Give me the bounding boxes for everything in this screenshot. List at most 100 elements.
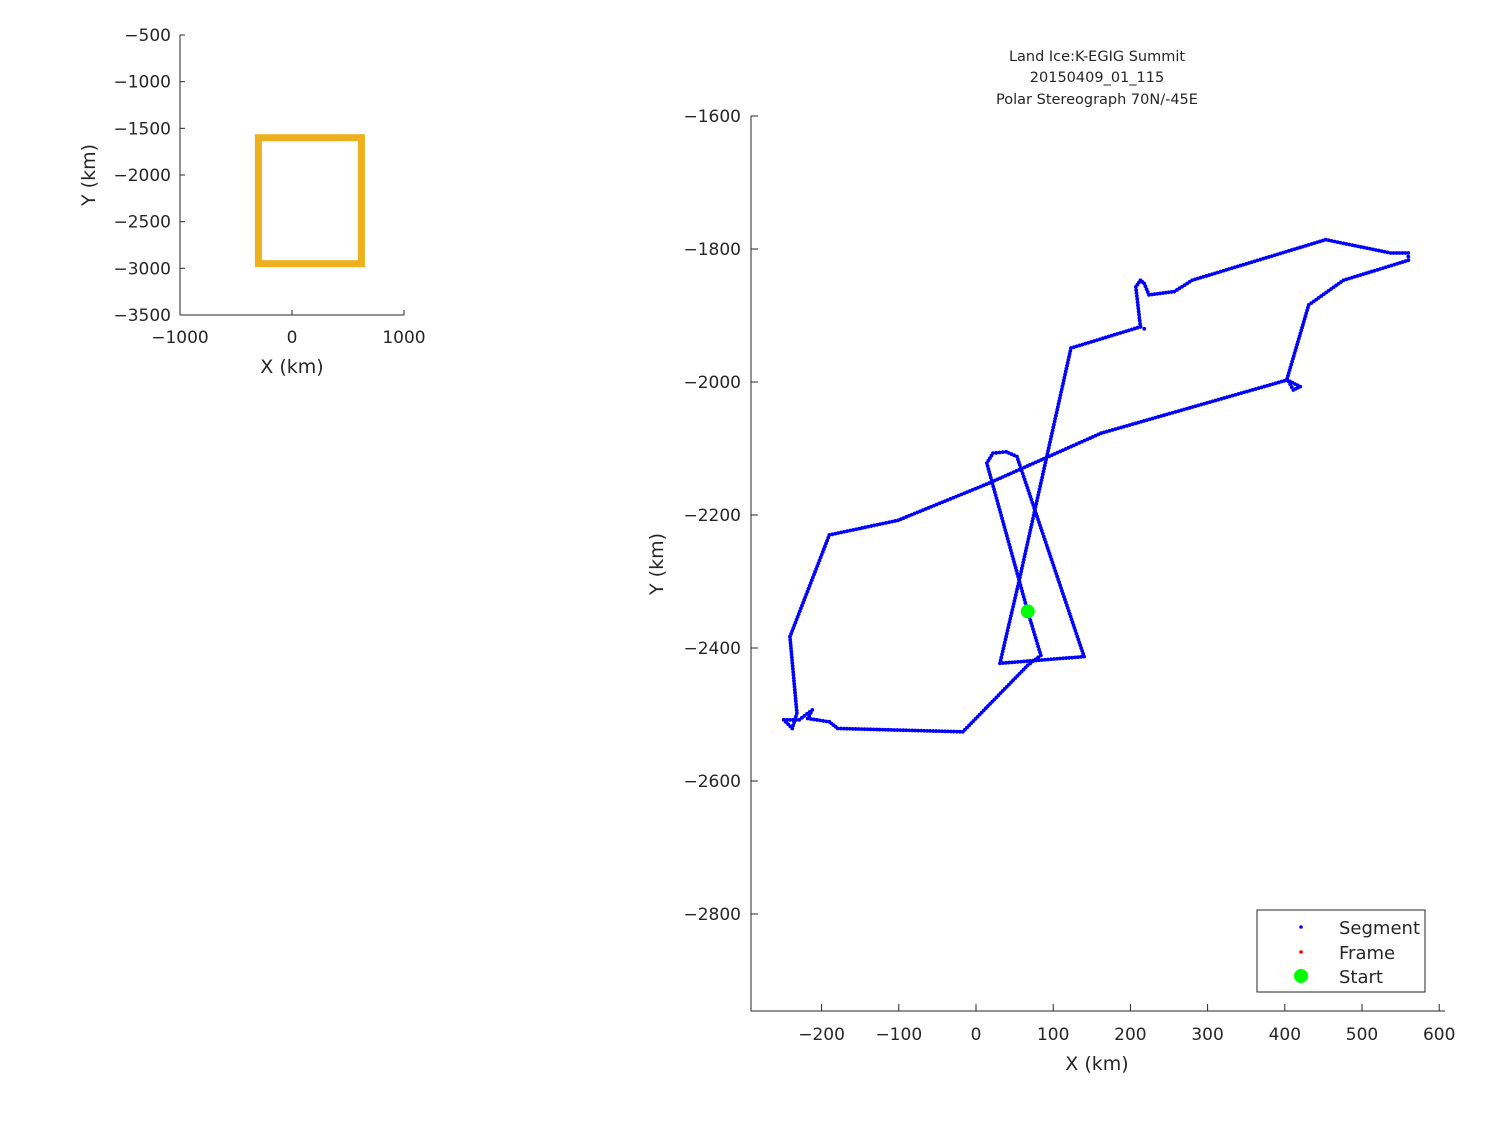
- segment-point: [793, 717, 797, 722]
- segment-point: [919, 728, 924, 733]
- segment-point: [1133, 285, 1138, 289]
- segment-point: [1172, 289, 1177, 294]
- segment-point: [1133, 421, 1138, 426]
- segment-point: [808, 717, 813, 721]
- segment-point: [794, 708, 799, 713]
- segment-point: [1397, 251, 1402, 255]
- segment-point: [1040, 531, 1045, 536]
- segment-point: [827, 719, 832, 724]
- segment-point: [1073, 629, 1078, 633]
- segment-point: [881, 521, 885, 526]
- segment-point: [794, 705, 799, 710]
- segment-point: [1403, 251, 1408, 255]
- segment-point: [854, 527, 859, 532]
- segment-point: [1009, 610, 1014, 615]
- legend-start-label: Start: [1339, 967, 1383, 988]
- segment-point: [1353, 243, 1358, 248]
- inset-y-tick-label: −2500: [113, 213, 171, 233]
- segment-point: [1039, 528, 1044, 533]
- segment-point: [997, 507, 1002, 512]
- segment-point: [1012, 599, 1017, 603]
- segment-point: [1006, 625, 1011, 630]
- segment-point: [788, 643, 793, 648]
- segment-point: [815, 718, 819, 722]
- segment-point: [1153, 415, 1158, 420]
- segment-point: [1027, 491, 1032, 496]
- segment-point: [1182, 407, 1186, 412]
- segment-point: [1279, 379, 1284, 384]
- segment-point: [1042, 466, 1047, 471]
- segment-point: [853, 727, 858, 731]
- segment-point: [1075, 634, 1080, 639]
- segment-point: [1002, 640, 1007, 645]
- segment-point: [1102, 430, 1106, 435]
- segment-point: [1018, 466, 1023, 470]
- segment-point: [1034, 638, 1039, 643]
- segment-point: [1032, 632, 1037, 637]
- segment-point: [788, 640, 793, 645]
- segment-point: [1035, 498, 1039, 503]
- segment-point: [1164, 412, 1169, 417]
- segment-point: [790, 667, 795, 671]
- segment-point: [871, 727, 876, 732]
- segment-point: [1270, 382, 1275, 386]
- segment-point: [895, 728, 900, 732]
- segment-point: [1034, 501, 1039, 506]
- segment-point: [1020, 589, 1025, 593]
- segment-point: [1044, 457, 1048, 462]
- segment-point: [792, 720, 797, 725]
- segment-point: [1045, 546, 1050, 550]
- segment-point: [1104, 429, 1109, 434]
- segment-point: [874, 727, 879, 732]
- segment-point: [799, 715, 804, 720]
- segment-point: [1156, 414, 1161, 419]
- segment-point: [1027, 531, 1032, 536]
- segment-point: [1136, 309, 1141, 314]
- segment-point: [1049, 657, 1053, 662]
- segment-point: [1037, 520, 1041, 525]
- segment-point: [878, 522, 883, 527]
- segment-point: [1222, 396, 1227, 400]
- segment-point: [1049, 434, 1054, 439]
- segment-point: [1138, 321, 1142, 326]
- segment-point: [1065, 360, 1070, 365]
- segment-point: [1015, 587, 1020, 591]
- segment-point: [1034, 658, 1038, 663]
- segment-point: [1058, 583, 1062, 588]
- segment-point: [1066, 357, 1071, 362]
- segment-point: [1076, 637, 1081, 642]
- segment-point: [1046, 449, 1050, 453]
- segment-point: [1132, 326, 1137, 331]
- segment-point: [1045, 451, 1050, 456]
- segment-point: [1052, 419, 1057, 424]
- segment-point: [1025, 486, 1030, 490]
- segment-point: [1382, 249, 1387, 254]
- segment-point: [1159, 414, 1164, 418]
- inset-y-tick-label: −3000: [113, 259, 171, 279]
- segment-point: [1011, 604, 1015, 609]
- inset-x-tick-label: −1000: [151, 328, 209, 348]
- segment-point: [1030, 519, 1035, 524]
- segment-point: [1013, 565, 1018, 570]
- segment-point: [960, 729, 965, 734]
- segment-point: [1210, 399, 1215, 404]
- segment-point: [1080, 342, 1085, 347]
- segment-point: [789, 652, 794, 657]
- segment-point: [1044, 454, 1049, 459]
- segment-point: [1043, 460, 1048, 465]
- segment-point: [866, 524, 871, 529]
- segment-point: [1059, 387, 1064, 392]
- segment-point: [792, 678, 796, 683]
- segment-point: [790, 658, 794, 663]
- segment-point: [996, 504, 1001, 509]
- segment-point: [790, 664, 795, 669]
- segment-point: [1207, 400, 1212, 405]
- segment-point: [805, 716, 810, 721]
- segment-point: [916, 728, 921, 733]
- segment-point: [1344, 242, 1349, 246]
- segment-point: [1037, 487, 1042, 491]
- segment-point: [1036, 655, 1041, 660]
- segment-point: [922, 728, 927, 733]
- segment-point: [1000, 649, 1005, 654]
